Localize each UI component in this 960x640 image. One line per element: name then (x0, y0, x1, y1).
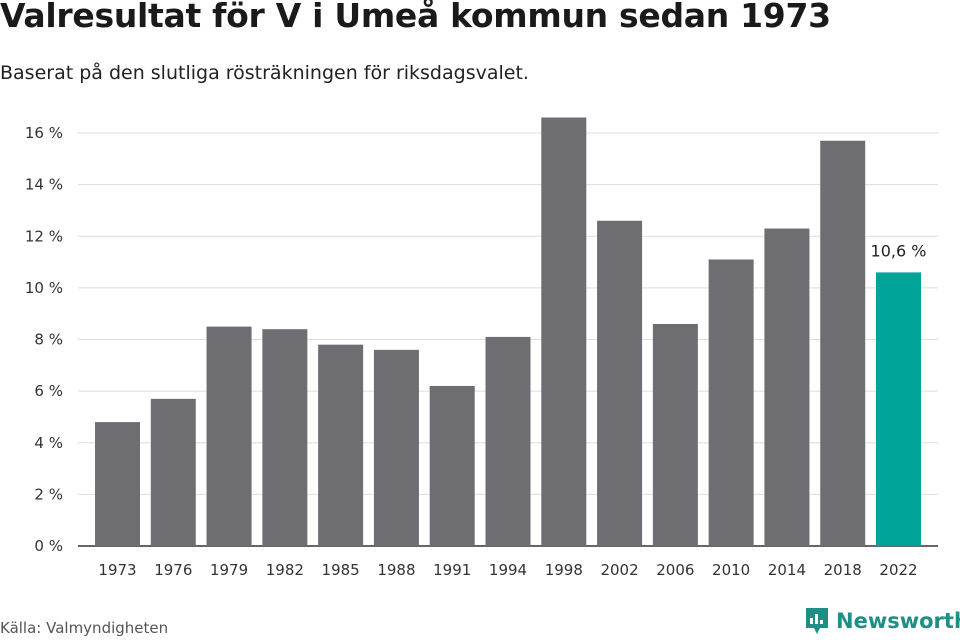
bar-2018 (820, 140, 866, 546)
y-tick-label: 14 % (25, 176, 63, 194)
bar-2010 (708, 259, 754, 546)
x-tick-label: 2010 (712, 561, 750, 579)
bar-1979 (206, 326, 252, 546)
chart-subtitle: Baserat på den slutliga rösträkningen fö… (0, 62, 529, 84)
x-tick-label: 2018 (824, 561, 862, 579)
x-tick-label: 2002 (600, 561, 638, 579)
y-tick-label: 6 % (34, 382, 63, 400)
chart-title: Valresultat för V i Umeå kommun sedan 19… (0, 0, 831, 35)
x-tick-label: 2022 (879, 561, 917, 579)
x-tick-label: 2014 (768, 561, 806, 579)
labels: 0 % 2 % 4 % 6 % 8 % 10 % 12 % 14 % 16 % 1973 1976 1… (25, 124, 927, 579)
bar-1994 (485, 336, 531, 546)
x-tick-label: 1982 (266, 561, 304, 579)
bar-1991 (429, 385, 475, 546)
y-tick-label: 16 % (25, 124, 63, 142)
y-tick-label: 4 % (34, 434, 63, 452)
x-tick-label: 1998 (545, 561, 583, 579)
brand-name: Newsworthy (836, 609, 960, 633)
bar-1985 (318, 344, 364, 546)
brand-logo: Newsworthy (804, 606, 960, 636)
x-tick-label: 1973 (98, 561, 136, 579)
x-tick-label: 2006 (656, 561, 694, 579)
bar-1973 (95, 422, 140, 546)
newsworthy-logo-icon (806, 608, 828, 634)
y-tick-label: 0 % (34, 537, 63, 555)
x-tick-label: 1991 (433, 561, 471, 579)
bar-chart: 0 % 2 % 4 % 6 % 8 % 10 % 12 % 14 % 16 % 1973 1976 1… (25, 117, 938, 579)
y-tick-label: 2 % (34, 485, 63, 503)
x-tick-label: 1976 (154, 561, 192, 579)
bar-1976 (150, 398, 196, 546)
x-tick-label: 1988 (377, 561, 415, 579)
x-tick-label: 1985 (322, 561, 360, 579)
x-tick-label: 1994 (489, 561, 527, 579)
bar-1998 (541, 117, 587, 546)
bar-2022 (876, 272, 921, 546)
bar-2002 (597, 220, 643, 546)
y-tick-label: 8 % (34, 331, 63, 349)
x-tick-label: 1979 (210, 561, 248, 579)
bar-2006 (652, 324, 698, 546)
y-tick-label: 12 % (25, 227, 63, 245)
bars (95, 117, 921, 546)
y-tick-label: 10 % (25, 279, 63, 297)
data-label: 10,6 % (871, 241, 927, 260)
bar-1982 (262, 329, 308, 546)
source-note: Källa: Valmyndigheten (0, 619, 169, 637)
bar-1988 (373, 349, 419, 546)
bar-2014 (764, 228, 810, 546)
